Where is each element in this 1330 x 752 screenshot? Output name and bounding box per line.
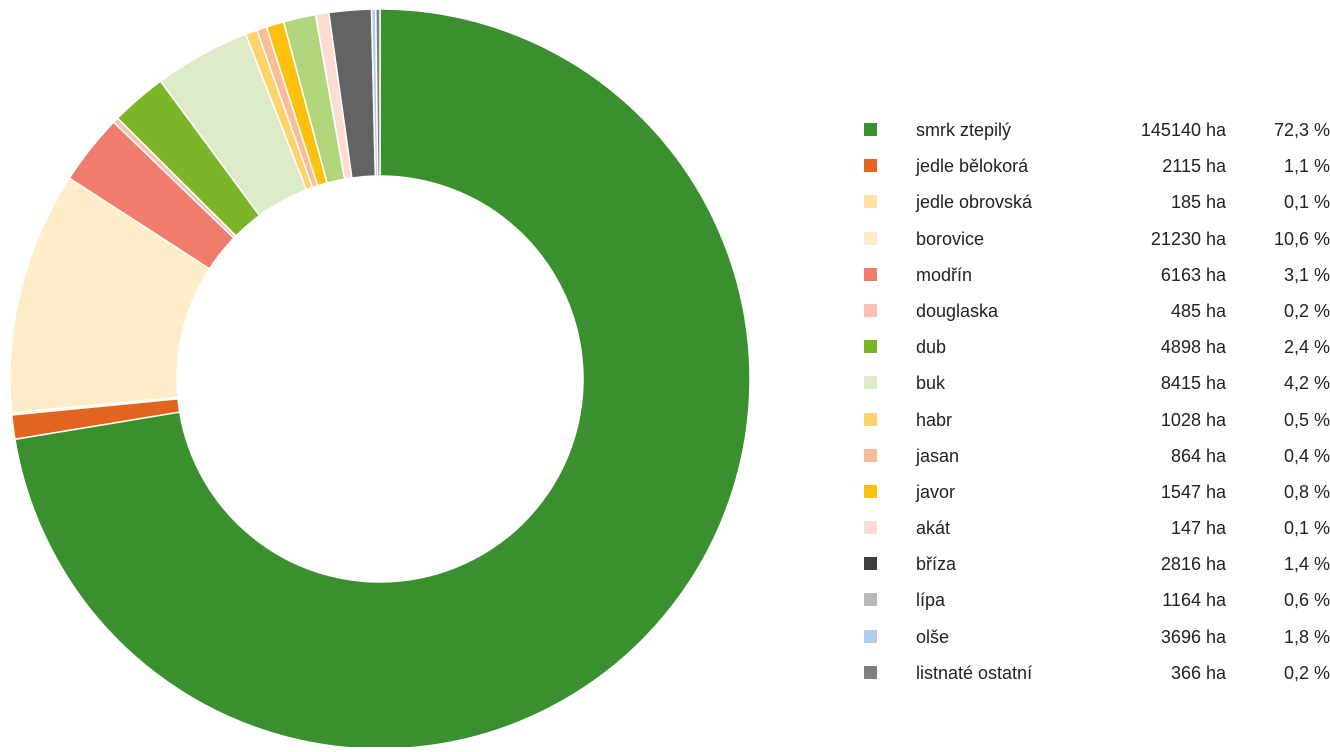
legend-percent: 0,4 % [1283,445,1330,466]
legend-percent: 0,6 % [1283,590,1330,611]
legend-area: 2115 ha [1162,156,1226,177]
legend-percent: 0,1 % [1283,518,1330,539]
legend-item: jedle obrovská 185 ha 0,1 % [860,184,1330,220]
legend-percent: 0,2 % [1283,662,1330,683]
legend-item: smrk ztepilý 145140 ha 72,3 % [860,112,1330,148]
legend-label: douglaska [916,300,999,321]
legend-area: 4898 ha [1160,337,1226,358]
legend-percent: 3,1 % [1283,264,1330,285]
legend-percent: 4,2 % [1283,373,1330,394]
legend-percent: 1,1 % [1283,156,1330,177]
legend-item: habr 1028 ha 0,5 % [860,402,1330,438]
legend-item: lípa 1164 ha 0,6 % [860,582,1330,618]
legend-percent: 10,6 % [1273,228,1330,249]
legend-item: buk 8415 ha 4,2 % [860,365,1330,401]
legend-item: dub 4898 ha 2,4 % [860,329,1330,365]
legend-percent: 0,8 % [1283,481,1330,502]
legend-item: jasan 864 ha 0,4 % [860,438,1330,474]
donut-slice-15 [374,8,381,177]
legend-percent: 72,3 % [1273,120,1330,140]
legend-area: 2816 ha [1160,554,1226,575]
legend-swatch [864,267,877,281]
legend-item: jedle bělokorá 2115 ha 1,1 % [860,148,1330,184]
legend-area: 366 ha [1170,662,1226,683]
legend-area: 185 ha [1170,192,1226,213]
donut-chart [9,8,751,750]
legend-label: javor [916,481,956,502]
legend-swatch [864,303,877,317]
legend-item: bříza 2816 ha 1,4 % [860,546,1330,582]
legend-area: 1028 ha [1160,409,1226,430]
legend-swatch [864,123,877,136]
legend-item: modřín 6163 ha 3,1 % [860,257,1330,293]
legend-percent: 1,8 % [1283,626,1330,647]
legend-area: 1164 ha [1162,590,1226,611]
legend-swatch [864,376,877,390]
donut-chart-area [9,8,751,750]
legend-item: javor 1547 ha 0,8 % [860,474,1330,510]
legend-swatch [864,412,877,426]
legend-swatch [864,521,877,535]
legend-label: listnaté ostatní [916,662,1033,683]
legend-area: 1547 ha [1160,481,1226,502]
legend-label: dub [916,337,947,358]
legend-area: 8415 ha [1160,373,1226,394]
legend-label: habr [916,409,953,430]
legend-area: 6163 ha [1160,264,1226,285]
legend-percent: 0,5 % [1283,409,1330,430]
legend-swatch [864,484,877,498]
legend-item: akát 147 ha 0,1 % [860,510,1330,546]
legend-percent: 0,2 % [1283,300,1330,321]
legend-area: 145140 ha [1140,120,1226,140]
legend-swatch [864,665,877,679]
chart-legend: smrk ztepilý 145140 ha 72,3 % jedle bělokor… [860,112,1330,691]
legend-label: modřín [916,264,973,285]
legend-label: olše [916,626,950,647]
legend-item: olše 3696 ha 1,8 % [860,619,1330,655]
legend-area: 864 ha [1170,445,1226,466]
legend-label: borovice [916,228,985,249]
legend-item: listnaté ostatní 366 ha 0,2 % [860,655,1330,691]
legend-percent: 2,4 % [1283,337,1330,358]
legend-label: lípa [916,590,946,611]
legend-area: 147 ha [1170,518,1226,539]
legend-swatch [864,448,877,462]
legend-swatch [864,159,877,173]
legend-swatch [864,340,877,354]
legend-swatch [864,557,877,571]
legend-area: 485 ha [1170,300,1226,321]
legend-swatch [864,231,877,245]
legend-label: smrk ztepilý [916,120,1012,140]
legend-swatch [864,195,877,209]
legend-label: bříza [916,554,957,575]
legend-percent: 0,1 % [1283,192,1330,213]
legend-label: buk [916,373,946,394]
legend-item: douglaska 485 ha 0,2 % [860,293,1330,329]
legend-label: jedle bělokorá [916,156,1029,177]
donut-slice-0 [14,8,751,750]
legend-percent: 1,4 % [1283,554,1330,575]
legend-area: 3696 ha [1160,626,1226,647]
legend-label: jasan [916,445,960,466]
legend-item: borovice 21230 ha 10,6 % [860,221,1330,257]
legend-label: jedle obrovská [916,192,1033,213]
legend-area: 21230 ha [1150,228,1226,249]
legend-swatch [864,593,877,607]
legend-swatch [864,629,877,643]
legend-label: akát [916,518,951,539]
